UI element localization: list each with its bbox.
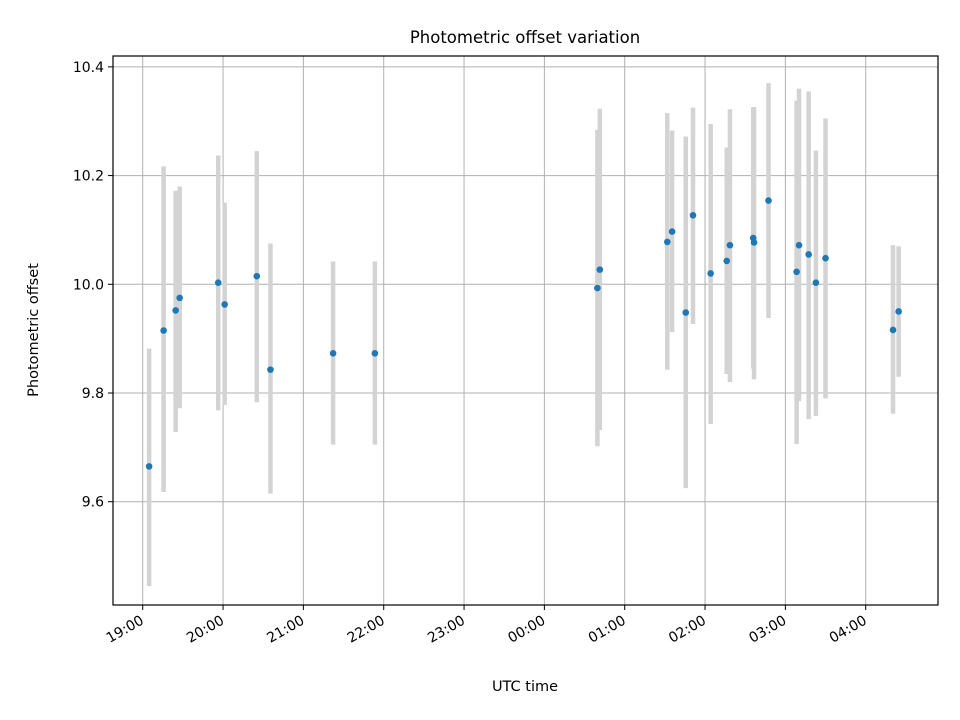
data-point	[795, 241, 803, 249]
y-tick-label: 9.6	[82, 495, 104, 511]
data-point	[214, 279, 222, 286]
data-point	[221, 301, 228, 308]
data-point	[176, 294, 183, 302]
data-point	[371, 350, 379, 357]
data-point	[596, 266, 604, 273]
chart-title: Photometric offset variation	[410, 28, 640, 47]
data-point	[895, 308, 902, 315]
plot-frame	[112, 55, 939, 606]
data-point	[663, 238, 671, 246]
data-points	[145, 197, 902, 470]
data-point	[267, 366, 274, 373]
data-point	[145, 463, 153, 470]
data-point	[253, 272, 261, 280]
data-point	[726, 241, 734, 249]
data-point	[329, 350, 337, 357]
data-point	[707, 270, 714, 277]
data-point	[822, 254, 829, 262]
y-axis-label: Photometric offset	[26, 263, 42, 397]
data-point	[689, 211, 697, 219]
y-tick-label: 10.4	[73, 60, 104, 76]
y-tick-label: 10.0	[73, 277, 104, 293]
data-point	[750, 239, 758, 246]
data-point	[812, 279, 820, 286]
data-point	[668, 228, 676, 235]
y-tick-label: 9.8	[82, 386, 104, 402]
grid	[113, 56, 938, 605]
data-point	[723, 257, 731, 265]
data-point	[793, 268, 800, 276]
data-point	[889, 326, 897, 334]
y-tick-label: 10.2	[73, 169, 104, 185]
data-point	[160, 327, 167, 334]
x-axis-label: UTC time	[492, 679, 558, 695]
data-point	[594, 284, 601, 292]
data-point	[805, 251, 812, 258]
data-point	[172, 307, 179, 314]
data-point	[765, 197, 772, 204]
data-point	[682, 309, 690, 316]
